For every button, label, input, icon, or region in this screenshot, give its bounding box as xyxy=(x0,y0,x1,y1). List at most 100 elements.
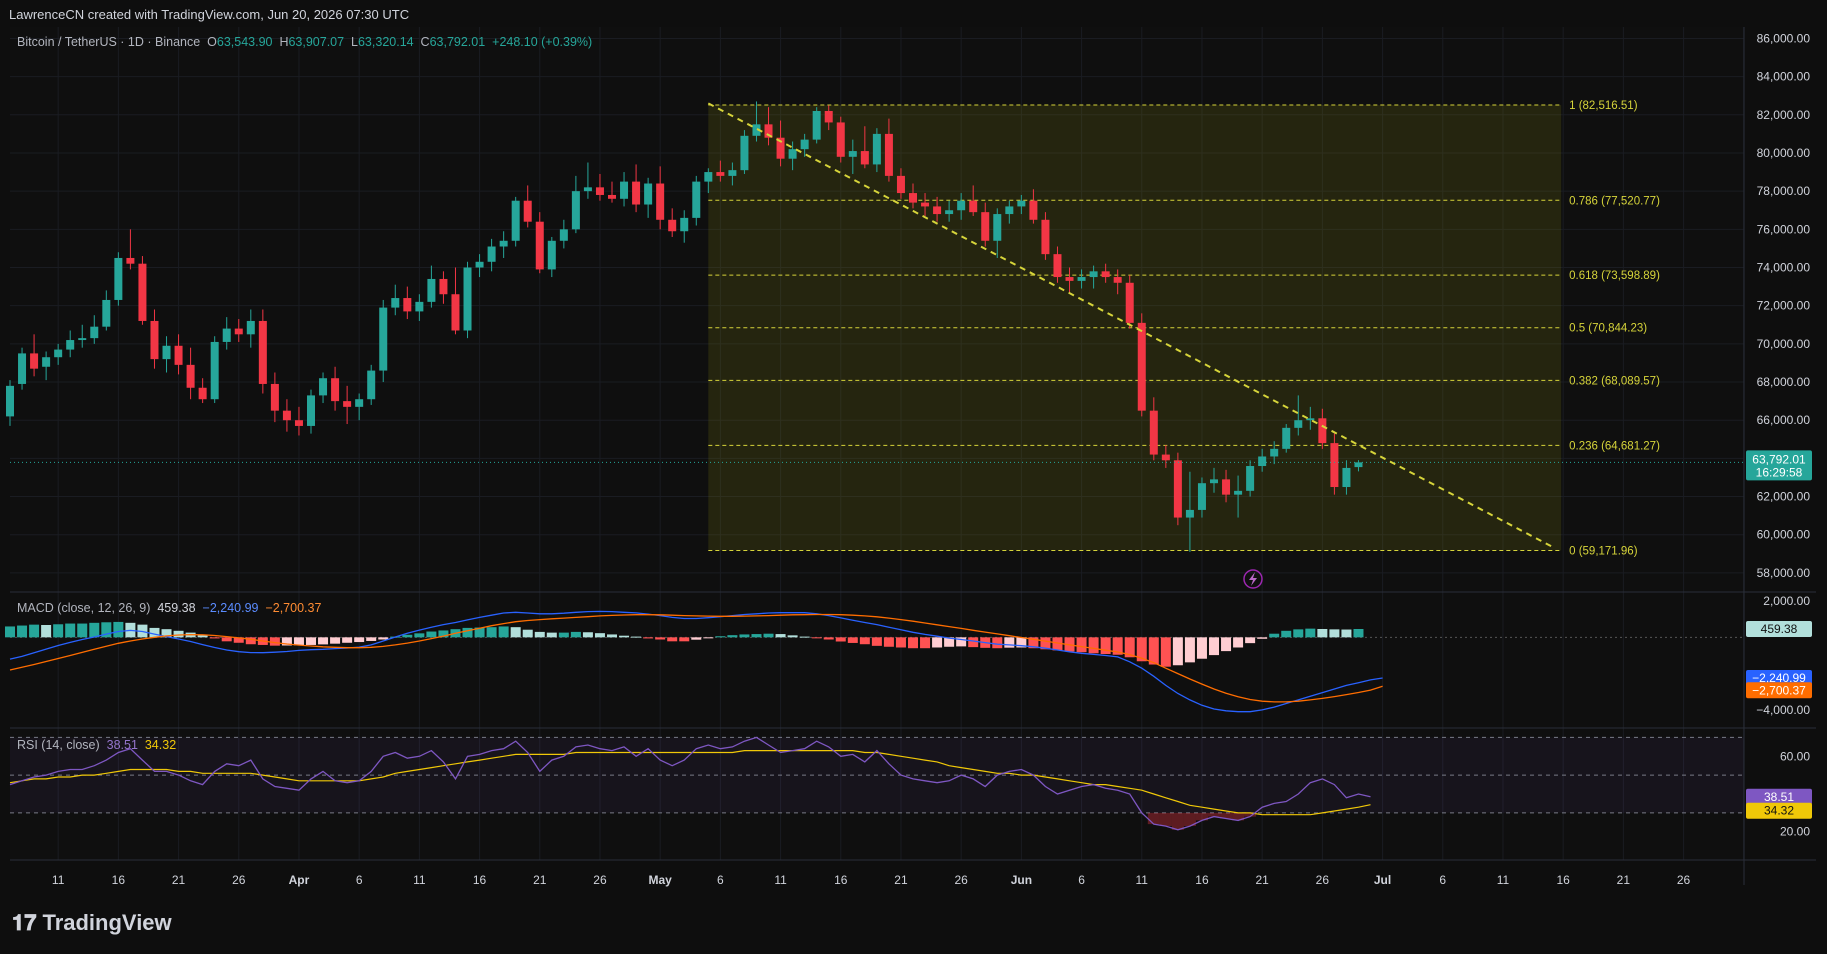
candle-body xyxy=(18,353,27,384)
time-tick-label: 11 xyxy=(774,873,787,887)
symbol-legend[interactable]: Bitcoin / TetherUS · 1D · Binance O63,54… xyxy=(17,35,592,49)
time-tick-label: May xyxy=(648,873,672,887)
time-tick-label: 16 xyxy=(112,873,126,887)
candle-body xyxy=(909,193,917,203)
fibonacci-retracement[interactable]: 1 (82,516.51) 0.786 (77,520.77) 0.618 (73,… xyxy=(708,100,1660,558)
candle-body xyxy=(186,364,195,388)
candle-body xyxy=(981,212,990,241)
macd-histogram-bar xyxy=(354,637,365,643)
macd-histogram-bar xyxy=(522,629,533,638)
price-tick-label: 68,000.00 xyxy=(1757,375,1811,389)
candle-body xyxy=(1161,454,1170,461)
candle-body xyxy=(945,210,954,215)
macd-histogram-bar xyxy=(1124,637,1135,658)
candle-body xyxy=(1149,410,1158,455)
macd-histogram-bar xyxy=(1148,637,1159,665)
price-tick-label: 62,000.00 xyxy=(1757,490,1811,504)
macd-histogram-bar xyxy=(1281,630,1292,638)
time-tick-label: Apr xyxy=(289,873,310,887)
macd-line xyxy=(9,610,1383,713)
macd-signal-tag: −2,700.37 xyxy=(1752,683,1806,697)
candle-body xyxy=(608,194,616,199)
macd-histogram-bar xyxy=(703,637,714,639)
candle-body xyxy=(1306,418,1315,421)
candle-body xyxy=(595,187,604,195)
low-label: L xyxy=(351,35,358,49)
candle-body xyxy=(752,124,761,136)
candle-body xyxy=(764,124,773,138)
macd-histogram-bar xyxy=(582,632,593,638)
candle-body xyxy=(1077,277,1086,281)
macd-signal-line xyxy=(9,613,1383,703)
trendline[interactable] xyxy=(707,102,1552,548)
tradingview-logo[interactable]: 𝟏𝟕 TradingView xyxy=(12,910,172,936)
candle-body xyxy=(258,320,267,384)
candle-body xyxy=(150,320,159,360)
candle-body xyxy=(174,345,183,365)
macd-legend[interactable]: MACD (close, 12, 26, 9) 459.38 −2,240.99… xyxy=(17,601,321,615)
fib-level-label: 0.382 (68,089.57) xyxy=(1569,375,1660,387)
brand-name: TradingView xyxy=(42,910,172,935)
candle-body xyxy=(379,307,388,371)
macd-histogram-bar xyxy=(751,634,762,638)
macd-histogram-bar xyxy=(679,637,690,642)
candle-body xyxy=(993,214,1002,241)
rsi-ma-tag-bg xyxy=(1746,802,1812,819)
macd-histogram-bar xyxy=(486,627,497,638)
macd-line-tag-bg xyxy=(1746,669,1812,686)
macd-histogram-bar xyxy=(1172,637,1183,666)
rsi-legend[interactable]: RSI (14, close) 38.51 34.32 xyxy=(17,738,176,752)
candle-body xyxy=(42,357,51,367)
macd-histogram-bar xyxy=(811,637,822,639)
macd-histogram-bar xyxy=(101,622,112,638)
macd-histogram-bar xyxy=(1329,629,1340,638)
candle-body xyxy=(198,387,207,400)
candle-body xyxy=(294,420,303,426)
rsi-tag: 38.51 xyxy=(1764,790,1794,804)
candle-body xyxy=(210,341,219,400)
candle-body xyxy=(1234,490,1243,495)
candle-body xyxy=(1318,418,1327,444)
rsi-line xyxy=(9,736,1371,831)
macd-histogram-bar xyxy=(775,634,786,638)
macd-histogram-bar xyxy=(594,633,605,638)
macd-histogram-bar xyxy=(895,637,906,648)
time-tick-label: 11 xyxy=(1136,873,1149,887)
time-tick-label: Jul xyxy=(1374,873,1391,887)
candles xyxy=(6,101,1744,552)
macd-histogram-bar xyxy=(221,637,232,642)
candle-body xyxy=(307,395,315,426)
macd-histogram-bar xyxy=(233,637,244,643)
candle-body xyxy=(499,240,508,247)
macd-tick-label: −4,000.00 xyxy=(1756,703,1810,717)
macd-hist-tag: 459.38 xyxy=(1761,622,1798,636)
time-tick-label: 21 xyxy=(894,873,908,887)
macd-histogram-bar xyxy=(859,637,870,645)
macd-histogram-bar xyxy=(992,637,1003,649)
candle-body xyxy=(1089,271,1098,278)
rsi-oversold-fill xyxy=(1147,812,1257,830)
candle-body xyxy=(343,401,352,407)
descending-trendline xyxy=(707,102,1552,548)
price-tick-label: 58,000.00 xyxy=(1757,566,1811,580)
macd-histogram-bar xyxy=(113,621,124,638)
price-tick-label: 70,000.00 xyxy=(1757,337,1811,351)
macd-histogram-bar xyxy=(691,637,702,640)
candle-body xyxy=(692,181,701,218)
candle-body xyxy=(1101,271,1110,278)
macd-histogram-bar xyxy=(161,629,172,638)
macd-histogram-bar xyxy=(619,635,630,638)
macd-histogram-bar xyxy=(1233,637,1244,648)
candle-body xyxy=(319,378,328,396)
macd-histogram-bar xyxy=(149,627,160,638)
rsi-legend-label: RSI (14, close) xyxy=(17,738,100,752)
lightning-icon[interactable] xyxy=(1243,569,1263,589)
candle-body xyxy=(1210,479,1218,484)
time-tick-label: 26 xyxy=(593,873,607,887)
candle-body xyxy=(800,139,809,150)
macd-histogram-bar xyxy=(1028,637,1039,649)
close-value: 63,792.01 xyxy=(429,35,486,49)
fib-level-label: 0 (59,171.96) xyxy=(1569,546,1638,558)
time-tick-label: 11 xyxy=(413,873,426,887)
